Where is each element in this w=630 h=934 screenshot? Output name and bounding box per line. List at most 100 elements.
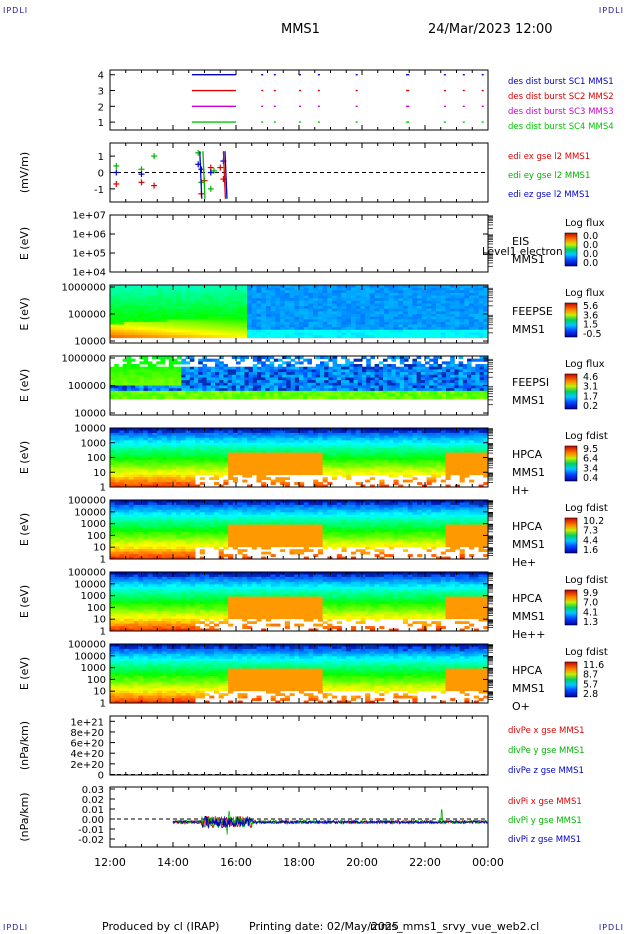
feepsi-panel-cell (441, 390, 447, 394)
hpca-h-panel-cell (270, 445, 276, 449)
feepse-panel-cell (161, 319, 168, 323)
hpca-h-panel-cell (431, 432, 437, 436)
feepse-panel-cell (464, 319, 470, 323)
feepsi-panel-cell (177, 382, 182, 386)
hpca-h-panel-cell (223, 472, 229, 476)
hpca-h-panel-cell (147, 484, 153, 488)
feepse-panel-cell (398, 295, 404, 299)
feepse-panel-cell (289, 295, 295, 299)
feepsi-panel-cell (173, 380, 178, 384)
hpca-h-panel-cell (280, 432, 286, 436)
hpca-h-panel-cell (190, 464, 196, 468)
hpca-h-panel-cell (261, 447, 267, 451)
hpca-h-panel-cell (133, 472, 139, 476)
hpca-h-panel-cell (228, 445, 234, 449)
feepse-panel-cell (317, 311, 324, 315)
feepsi-panel-cell (429, 374, 434, 378)
feepse-panel-cell (176, 287, 182, 291)
feepsi-panel-cell (114, 372, 119, 376)
feepsi-panel-cell (391, 393, 396, 397)
hpca-h-panel-cell (124, 440, 130, 444)
hpca-h-panel-cell (152, 477, 158, 481)
feepse-panel-cell (426, 308, 432, 312)
feepsi-panel-cell (378, 372, 384, 376)
hpca-h-panel-cell (327, 442, 333, 446)
hpca-h-panel-cell (190, 447, 196, 451)
feepsi-panel-cell (139, 390, 144, 394)
feepsi-panel-cell (143, 374, 149, 378)
hpca-h-panel-cell (223, 462, 229, 466)
feepse-panel-cell (294, 290, 300, 294)
feepsi-panel-cell (126, 361, 132, 365)
hpca-h-panel-cell (388, 462, 394, 466)
feepse-panel-cell (431, 285, 437, 289)
feepse-panel-cell (110, 308, 116, 312)
feepsi-panel-cell (345, 358, 350, 362)
feepse-panel-cell (313, 335, 319, 339)
hpca-h-panel-cell (332, 477, 338, 481)
feepse-panel-cell (185, 329, 191, 333)
hpca-h-panel-cell (185, 442, 191, 446)
feepsi-panel-cell (143, 358, 149, 362)
burst-panel-ytick-label: 4 (98, 71, 104, 82)
hpca-h-panel-cell (350, 447, 357, 451)
feepse-panel-cell (261, 321, 267, 325)
hpca-h-panel-cell (299, 455, 305, 458)
hpca-h-panel-cell (180, 462, 186, 466)
feepse-panel-cell (242, 287, 248, 291)
feepsi-panel-colorbar-title: Log flux (565, 359, 605, 370)
feepse-panel-cell (341, 308, 347, 312)
feepse-panel-cell (346, 332, 352, 336)
hpca-h-panel-cell (384, 450, 390, 453)
feepse-panel-cell (388, 290, 394, 294)
hpca-h-panel-cell (218, 472, 224, 476)
hpca-h-panel-cell (110, 479, 116, 483)
hpca-h-panel-cell (270, 482, 276, 485)
feepsi-panel-cell (378, 377, 384, 381)
hpca-h-panel-cell (332, 472, 338, 476)
feepsi-panel-cell (341, 388, 346, 392)
feepsi-panel-cell (290, 385, 296, 389)
hpca-h-panel-cell (360, 469, 366, 473)
feepsi-panel-cell (341, 374, 346, 378)
feepse-panel-cell (128, 292, 135, 296)
feepsi-panel-cell (236, 374, 241, 378)
feepsi-panel-cell (395, 385, 401, 389)
hpca-h-panel-cell (152, 430, 158, 434)
hpca-h-panel-cell (450, 472, 456, 476)
feepse-panel-cell (407, 319, 413, 323)
hpca-h-panel-cell (365, 432, 371, 436)
feepse-panel-cell (450, 316, 456, 320)
hpca-h-panel-cell (166, 437, 172, 441)
hpca-h-panel-cell (161, 482, 168, 485)
hpca-h-panel-cell (223, 459, 229, 463)
feepsi-panel-cell (278, 374, 283, 378)
feepsi-panel-cell (286, 364, 291, 368)
feepsi-panel-cell (450, 372, 455, 376)
hpca-h-panel-cell (469, 442, 475, 446)
feepsi-panel-cell (215, 390, 220, 394)
feepse-panel-cell (143, 316, 149, 320)
hpca-h-panel-cell (365, 447, 371, 451)
feepse-panel-cell (157, 285, 163, 289)
feepse-panel-cell (237, 319, 243, 323)
feepse-panel-cell (199, 287, 205, 291)
feepse-panel-cell (346, 295, 352, 299)
feepse-panel-cell (464, 321, 470, 325)
feepse-panel-cell (421, 324, 427, 328)
hpca-h-panel-cell (176, 445, 182, 449)
feepsi-panel-cell (185, 377, 191, 381)
hpca-h-panel-cell (143, 464, 149, 468)
hpca-h-panel-cell (157, 467, 163, 471)
feepse-panel-cell (218, 287, 224, 291)
feepse-panel-cell (275, 332, 281, 336)
feepsi-panel-cell (391, 388, 396, 392)
feepsi-panel-cell (139, 393, 144, 397)
hpca-h-panel-cell (431, 447, 437, 451)
feepsi-panel-cell (391, 382, 396, 386)
feepse-panel-cell (213, 298, 220, 302)
feepse-panel-cell (171, 314, 177, 318)
edi-panel-ylabel: (mV/m) (18, 152, 31, 193)
feepsi-panel-cell (471, 372, 476, 376)
feepsi-panel-cell (357, 382, 363, 386)
